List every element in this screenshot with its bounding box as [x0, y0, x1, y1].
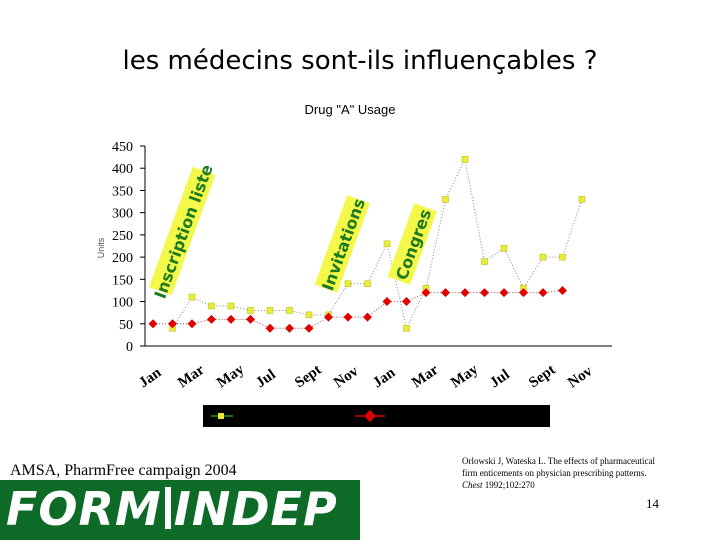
series-2-point: [226, 314, 236, 324]
series-2-point: [480, 288, 489, 298]
series-1-point: [383, 240, 391, 248]
series-1-point: [247, 307, 254, 314]
annotation-1: Inscription liste: [149, 162, 217, 301]
series-1-point: [188, 293, 196, 301]
x-tick-label: Mar: [409, 362, 442, 392]
y-axis-label: Units: [96, 237, 106, 258]
series-2-point: [207, 314, 216, 324]
reference-line-1: Orlowski J, Wateska L. The effects of ph…: [462, 456, 655, 466]
reference-citation: 1992;102:270: [482, 480, 535, 490]
series-2-line: [153, 289, 563, 329]
legend-marker-series-2: [364, 410, 376, 422]
x-tick-label: Jan: [136, 364, 165, 391]
page-number: 14: [646, 496, 659, 511]
series-1-point: [344, 280, 352, 288]
x-tick-label: Nov: [331, 363, 362, 391]
y-tick-label: 350: [112, 184, 133, 199]
y-tick-label: 400: [112, 162, 133, 177]
series-1-point: [305, 311, 313, 319]
series-1-point: [227, 302, 235, 310]
annotation-box: [314, 195, 370, 293]
annotation-label: Congres: [392, 207, 435, 283]
x-tick-label: May: [448, 361, 481, 391]
logo-text-right: INDEP: [173, 482, 338, 536]
series-2-point: [324, 312, 333, 322]
logo-separator: [164, 487, 171, 529]
series-1-point: [578, 196, 586, 203]
slide-title: les médecins sont-ils influençables ?: [122, 46, 598, 76]
annotation-box: [149, 166, 216, 296]
series-1-point: [364, 280, 371, 288]
y-tick-label: 300: [112, 207, 133, 222]
series-2-point: [285, 323, 294, 333]
series-2-point: [265, 323, 275, 333]
y-tick-label: 450: [112, 140, 133, 155]
logo-text-left: FORM: [6, 482, 162, 536]
annotation-2: Invitations: [314, 195, 370, 293]
series-2-point: [382, 297, 392, 307]
x-tick-label: Sept: [526, 362, 558, 391]
series-2-point: [441, 288, 450, 298]
series-1-point: [559, 253, 566, 261]
series-2-point: [343, 312, 353, 322]
series-1-point: [286, 307, 293, 314]
series-1-point: [442, 196, 449, 203]
y-tick-label: 0: [126, 340, 133, 355]
reference: Orlowski J, Wateska L. The effects of ph…: [462, 455, 712, 491]
x-tick-label: Mar: [175, 362, 208, 392]
x-tick-label: Nov: [565, 363, 596, 391]
series-1-point: [461, 156, 469, 163]
x-tick-label: Sept: [292, 362, 324, 391]
series-1-point: [208, 302, 215, 310]
reference-journal: Chest: [462, 480, 483, 490]
y-tick-label: 150: [112, 273, 133, 288]
formindep-logo: FORM INDEP: [0, 480, 360, 540]
series-2-point: [519, 288, 528, 298]
legend-swatches: [211, 410, 385, 422]
x-tick-label: Jul: [253, 367, 279, 392]
legend: [203, 405, 550, 427]
y-tick-label: 200: [112, 251, 133, 266]
source-text: AMSA, PharmFree campaign 2004: [10, 462, 237, 479]
legend-marker-series-1: [218, 413, 224, 419]
annotation-3: Congres: [387, 203, 437, 285]
series-1-point: [481, 258, 488, 265]
series-2-point: [246, 314, 255, 324]
y-tick-label: 50: [119, 318, 133, 333]
reference-line-2: firm enticements on physician prescribin…: [462, 468, 647, 478]
series-1-point: [403, 324, 410, 332]
reference-line-3: Chest 1992;102:270: [462, 479, 712, 491]
x-tick-label: Jan: [370, 364, 399, 391]
series-2-point: [187, 319, 197, 329]
series-2-point: [558, 285, 567, 295]
y-tick-label: 100: [112, 296, 133, 311]
series-2-point: [148, 319, 158, 329]
series-1-point: [500, 244, 508, 252]
annotation-box: [387, 203, 437, 285]
series-2-point: [304, 323, 314, 333]
series-2-point: [402, 297, 411, 307]
series-2-point: [168, 319, 177, 329]
series-2-point: [538, 288, 548, 298]
chart-title: Drug "A" Usage: [304, 102, 396, 117]
series-1-point: [266, 307, 274, 314]
series-1-line: [172, 157, 583, 330]
logo-box: [3, 484, 353, 534]
annotation-label: Inscription liste: [151, 162, 217, 301]
series-2-point: [499, 288, 509, 298]
x-tick-label: May: [214, 361, 247, 391]
series-1-point: [539, 253, 547, 261]
series-2-point: [363, 312, 372, 322]
x-tick-label: Jul: [487, 367, 513, 392]
series-2-point: [421, 288, 431, 298]
series-2-point: [460, 288, 470, 298]
logo-text: FORM INDEP: [6, 482, 338, 536]
y-tick-label: 250: [112, 229, 133, 244]
